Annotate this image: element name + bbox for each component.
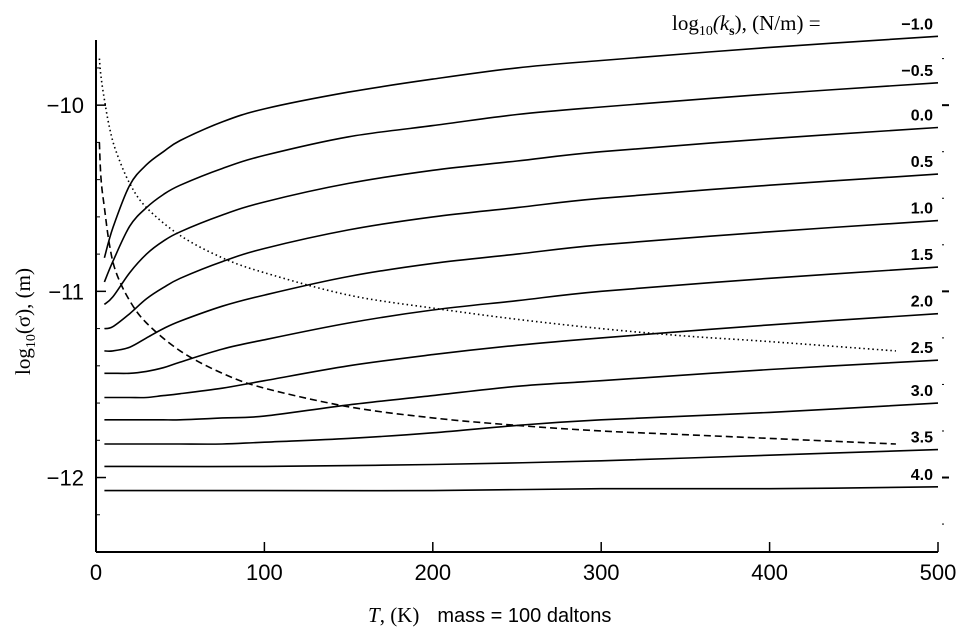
series-line-2.0 [104, 312, 939, 399]
series-line-1.0 [104, 219, 939, 352]
series-line-2.5 [104, 359, 939, 421]
x-tick-label: 100 [246, 560, 283, 585]
y-tick-label: −12 [47, 466, 84, 491]
y-tick-label: −11 [48, 279, 84, 304]
curve-labels: −1.0 −0.5 0.0 0.5 1.0 1.5 2.0 2.5 3.0 3.5 4.0 [901, 16, 933, 484]
x-tick-label: 300 [583, 560, 620, 585]
curve-label: 3.0 [911, 383, 933, 400]
series-line-0.5 [104, 173, 939, 330]
curve-label: 4.0 [911, 467, 933, 484]
curve-label: 0.5 [911, 154, 933, 171]
series-line-dashed-curve [98, 142, 896, 445]
x-axis-title: T, (K) mass = 100 daltons [368, 603, 611, 627]
y-minor-ticks [96, 67, 100, 516]
series-lines [98, 35, 939, 492]
curve-label: 1.5 [911, 247, 933, 264]
y-ticks: −12 −11 −10 [47, 93, 106, 491]
x-tick-label: 500 [920, 560, 957, 585]
series-line-4.0 [104, 486, 939, 492]
y-axis-title: log10(σ), (m) [11, 268, 39, 375]
series-line-3.5 [104, 448, 939, 468]
series-line--1.0 [103, 35, 939, 259]
curve-label: 0.0 [911, 108, 933, 125]
curve-label: 1.0 [911, 201, 933, 218]
series-line--0.5 [103, 82, 939, 283]
curve-label: 2.5 [911, 340, 933, 357]
x-tick-label: 200 [414, 560, 451, 585]
series-line-3.0 [104, 402, 939, 445]
series-line-0.0 [103, 126, 939, 306]
curve-label: 3.5 [911, 430, 933, 447]
curve-label: −0.5 [901, 63, 933, 80]
curve-label: 2.0 [911, 294, 933, 311]
right-ticks [942, 58, 949, 525]
legend-title: log10(ks), (N/m) = [672, 11, 821, 39]
x-tick-label: 0 [90, 560, 102, 585]
x-tick-label: 400 [751, 560, 788, 585]
y-tick-label: −10 [47, 93, 84, 118]
curve-label: −1.0 [901, 16, 933, 33]
series-line-1.5 [104, 266, 939, 375]
x-ticks: 0 100 200 300 400 500 [90, 542, 956, 585]
plot-frame [95, 40, 938, 553]
